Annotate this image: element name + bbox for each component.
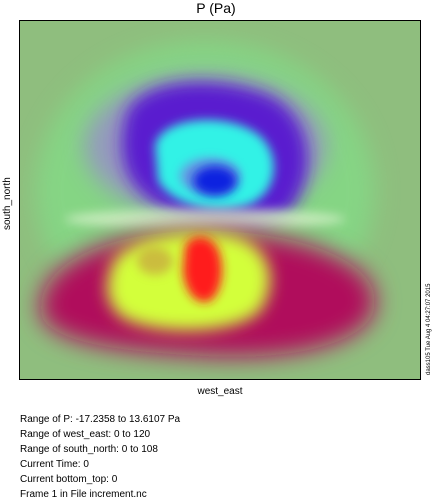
range-west-east: Range of west_east: 0 to 120 <box>20 429 151 440</box>
positive-max-red <box>183 236 222 302</box>
frame-info: Frame 1 in File increment.nc <box>20 489 147 500</box>
contour-plot-area <box>19 20 421 380</box>
range-p: Range of P: -17.2358 to 13.6107 Pa <box>20 414 181 425</box>
plot-title: P (Pa) <box>196 0 236 16</box>
current-time: Current Time: 0 <box>20 459 89 470</box>
positive-yellow-spot <box>137 247 173 275</box>
negative-min-blue <box>193 166 237 196</box>
y-axis-label: south_north <box>2 177 13 230</box>
contour-field <box>20 21 420 379</box>
current-bottom-top: Current bottom_top: 0 <box>20 474 118 485</box>
separator-band <box>65 209 345 229</box>
range-south-north: Range of south_north: 0 to 108 <box>20 444 158 455</box>
x-axis-label: west_east <box>197 386 243 397</box>
timestamp-stamp: dass105 Tue Aug 4 04:27:07 2015 <box>426 283 432 375</box>
info-panel: Range of P: -17.2358 to 13.6107 Pa Range… <box>20 412 180 502</box>
